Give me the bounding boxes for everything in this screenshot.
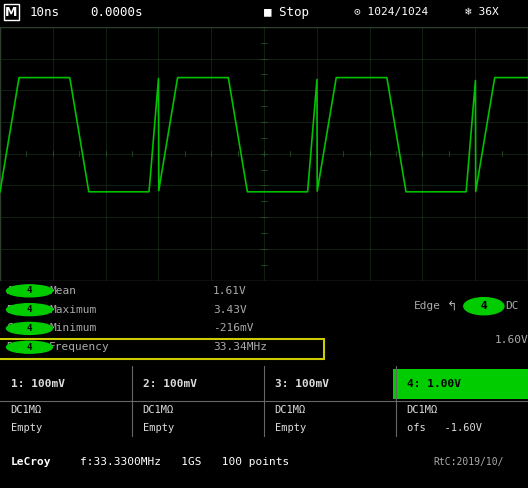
FancyBboxPatch shape	[0, 339, 324, 359]
Text: B:: B:	[6, 305, 20, 315]
Text: 4: 1.00V: 4: 1.00V	[407, 379, 460, 388]
Text: 0.0000s: 0.0000s	[90, 5, 142, 19]
Text: DC1MΩ: DC1MΩ	[275, 405, 306, 415]
Circle shape	[6, 304, 52, 316]
Text: M: M	[5, 5, 17, 19]
Text: -216mV: -216mV	[213, 324, 253, 333]
FancyBboxPatch shape	[393, 369, 528, 399]
Text: DC: DC	[505, 301, 518, 311]
Text: 3.43V: 3.43V	[213, 305, 247, 315]
Text: DC1MΩ: DC1MΩ	[407, 405, 438, 415]
Text: DC1MΩ: DC1MΩ	[143, 405, 174, 415]
Text: 1.61V: 1.61V	[213, 286, 247, 296]
Text: 2: 100mV: 2: 100mV	[143, 379, 196, 388]
Text: Edge: Edge	[414, 301, 441, 311]
Text: ↰: ↰	[447, 300, 457, 313]
Text: 33.34MHz: 33.34MHz	[213, 342, 267, 352]
Text: ofs   -1.60V: ofs -1.60V	[407, 423, 482, 433]
Text: Frequency: Frequency	[49, 342, 110, 352]
Text: 4: 4	[27, 343, 32, 352]
Circle shape	[6, 341, 52, 353]
Text: ■ Stop: ■ Stop	[264, 5, 309, 19]
Text: ⊙ 1024/1024: ⊙ 1024/1024	[354, 7, 428, 17]
Text: 4: 4	[27, 305, 32, 314]
Text: 3: 100mV: 3: 100mV	[275, 379, 328, 388]
Text: 4: 4	[27, 286, 32, 295]
Text: 1: 100mV: 1: 100mV	[11, 379, 64, 388]
Text: ❄ 36X: ❄ 36X	[465, 7, 498, 17]
Circle shape	[464, 298, 504, 315]
Text: DC1MΩ: DC1MΩ	[11, 405, 42, 415]
Text: 1.60V: 1.60V	[495, 335, 528, 346]
Text: C:: C:	[6, 324, 20, 333]
Circle shape	[6, 285, 52, 297]
Text: Empty: Empty	[143, 423, 174, 433]
Circle shape	[6, 323, 52, 334]
Text: Mean: Mean	[49, 286, 76, 296]
Text: 4: 4	[480, 301, 487, 311]
Text: A:: A:	[6, 286, 20, 296]
Text: f:33.3300MHz   1GS   100 points: f:33.3300MHz 1GS 100 points	[80, 457, 289, 468]
Text: Empty: Empty	[275, 423, 306, 433]
Text: 10ns: 10ns	[29, 5, 59, 19]
Text: LeCroy: LeCroy	[11, 457, 51, 468]
Text: Minimum: Minimum	[49, 324, 96, 333]
Text: 4: 4	[27, 324, 32, 333]
Text: RtC:2019/10/: RtC:2019/10/	[433, 457, 504, 468]
Text: D:: D:	[6, 342, 20, 352]
Text: Empty: Empty	[11, 423, 42, 433]
Text: Maximum: Maximum	[49, 305, 96, 315]
